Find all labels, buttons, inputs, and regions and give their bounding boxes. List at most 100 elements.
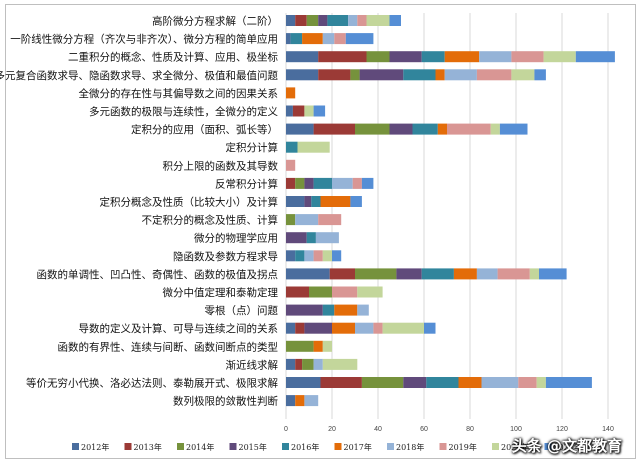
bar-segment <box>295 322 305 334</box>
bar-segment <box>366 51 390 63</box>
category-label: 微分中值定理和泰勒定理 <box>163 286 279 299</box>
bar-segment <box>329 268 355 280</box>
bar-segment <box>421 51 445 63</box>
category-label: 二重积分的概念、性质及计算、应用、极坐标 <box>68 51 278 64</box>
bar-segment <box>304 395 319 407</box>
legend: 2012年 2013年 2014年 2015年 2016年 2017年 2018年 2019年… <box>72 442 582 452</box>
bar-segment <box>295 214 319 226</box>
bar-segment <box>421 268 454 280</box>
chart-frame <box>5 4 636 459</box>
bar-segment <box>322 250 332 262</box>
x-tick-label: 100 <box>510 426 522 433</box>
bar-segment <box>437 123 447 135</box>
bar-segment <box>481 377 519 388</box>
bar-segment <box>403 377 427 388</box>
bar-segment <box>444 51 480 63</box>
bar-segment <box>313 123 355 135</box>
legend-label: 2012年 <box>81 442 109 452</box>
bar-segment <box>479 51 512 63</box>
bar-segment <box>286 105 293 117</box>
bar-segment <box>286 214 296 226</box>
bar-segment <box>345 33 374 45</box>
bar-segment <box>286 141 298 153</box>
bar-segment <box>286 250 296 262</box>
bar-segment <box>453 268 477 280</box>
bar-segment <box>286 232 307 244</box>
bar-segment <box>359 69 404 81</box>
bar-segment <box>357 15 367 26</box>
bar-segment <box>290 33 303 45</box>
bar-segment <box>295 177 305 189</box>
bar-segment <box>322 304 335 316</box>
bar-segment <box>286 15 296 26</box>
bar-segment <box>536 377 546 388</box>
bar-segment <box>458 377 482 388</box>
bar-segment <box>318 51 367 63</box>
bar-segment <box>355 123 390 135</box>
category-label: 数列极限的敛散性判断 <box>173 395 278 408</box>
bar-segment <box>318 69 351 81</box>
bar-segment <box>350 196 362 207</box>
legend-swatch <box>492 443 499 450</box>
bar-segment <box>412 123 438 135</box>
legend-swatch <box>439 443 447 450</box>
legend-swatch <box>177 443 184 450</box>
bar-segment <box>476 69 512 81</box>
bar-segment <box>322 340 332 352</box>
bar-segment <box>499 123 528 135</box>
bar-segment <box>306 15 319 26</box>
bar-segment <box>511 51 544 63</box>
bar-segment <box>382 322 424 334</box>
bar-segment <box>297 141 330 153</box>
legend-label: 2018年 <box>396 442 424 452</box>
bar-segment <box>313 250 323 262</box>
bar-segment <box>286 69 319 81</box>
bar-segment <box>332 286 358 298</box>
bar-segment <box>302 358 314 370</box>
bar-segment <box>334 304 358 316</box>
bar-segment <box>306 232 316 244</box>
bar-segment <box>447 123 491 135</box>
bar-segment <box>286 87 296 99</box>
bar-segment <box>286 304 323 316</box>
legend-swatch <box>387 443 394 450</box>
bar-segment <box>286 395 296 407</box>
bar-segment <box>286 322 296 334</box>
bar-segment <box>315 232 339 244</box>
x-tick-labels: 0 20 40 60 80 100 120 140 <box>284 426 614 433</box>
bar-segment <box>575 51 615 63</box>
bar-segment <box>424 322 436 334</box>
bar-segment <box>389 51 422 63</box>
bar-segment <box>313 340 323 352</box>
bar-segment <box>332 322 355 334</box>
bars <box>286 15 615 407</box>
bar-segment <box>357 286 383 298</box>
bar-segment <box>361 177 374 189</box>
category-label: 定积分计算 <box>226 141 279 154</box>
bar-segment <box>320 377 362 388</box>
category-label: 定积分概念及性质（比较大小）及计算 <box>100 196 279 209</box>
x-tick-label: 80 <box>466 426 474 433</box>
bar-segment <box>361 377 404 388</box>
category-label: 积分上限的函数及其导数 <box>163 159 279 172</box>
watermark-text: 头条 @文都教育 <box>511 437 622 455</box>
bar-segment <box>286 159 296 171</box>
legend-label: 2014年 <box>186 442 214 452</box>
bar-segment <box>389 123 413 135</box>
legend-swatch <box>124 443 132 450</box>
bar-segment <box>444 69 477 81</box>
category-label: 等价无穷小代换、洛必达法则、泰勒展开式、极限求解 <box>26 377 278 390</box>
bar-segment <box>332 177 353 189</box>
legend-label: 2016年 <box>291 442 319 452</box>
legend-label: 2020年 <box>501 442 529 452</box>
bar-segment <box>332 250 342 262</box>
bar-segment <box>286 196 305 207</box>
bar-segment <box>490 123 500 135</box>
category-label: 隐函数及参数方程求导 <box>173 250 278 263</box>
bar-segment <box>543 51 576 63</box>
legend-label: 2013年 <box>134 442 162 452</box>
bar-segment <box>286 286 309 298</box>
bar-segment <box>295 358 303 370</box>
bar-segment <box>311 196 321 207</box>
bar-segment <box>355 322 374 334</box>
